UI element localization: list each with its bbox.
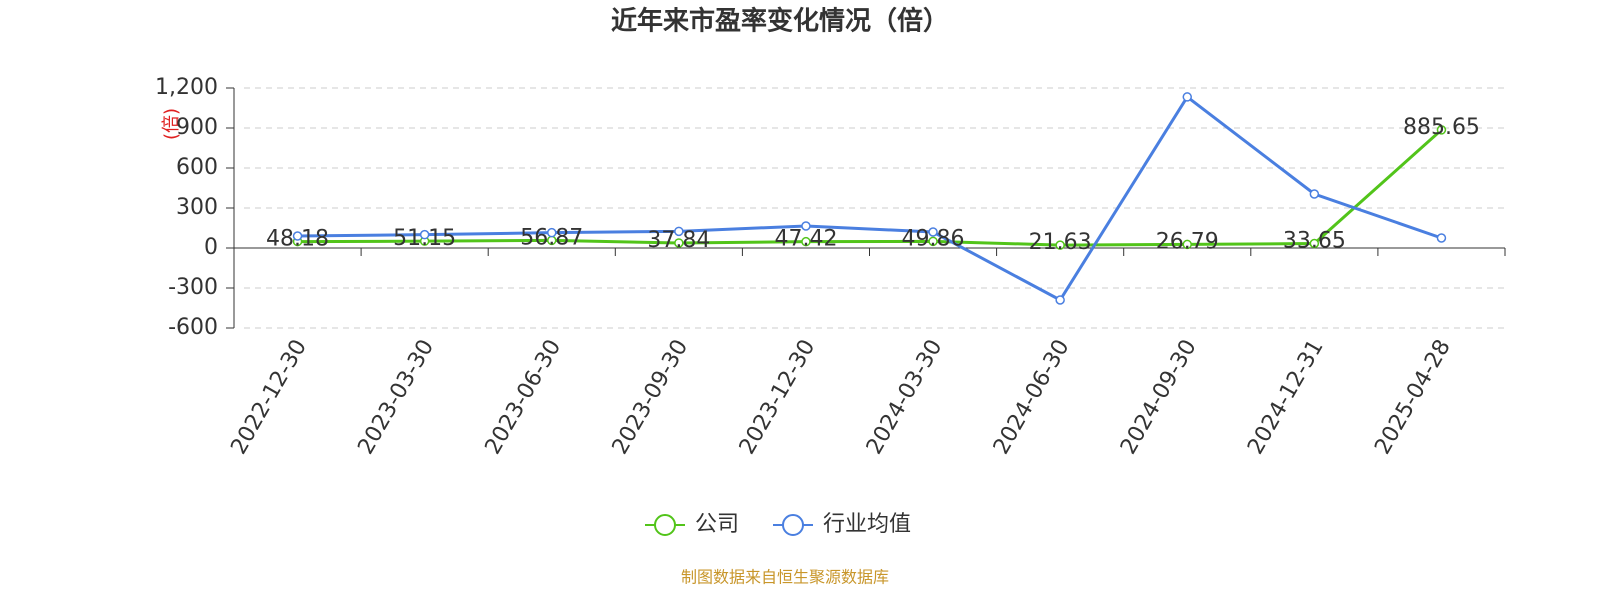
data-label: 33.65 xyxy=(1283,229,1346,254)
x-tick-label: 2024-09-30 xyxy=(1116,336,1202,459)
legend-label: 行业均值 xyxy=(823,512,911,537)
x-tick-label: 2024-06-30 xyxy=(989,336,1075,459)
data-label: 26.79 xyxy=(1156,229,1219,254)
chart-title: 近年来市盈率变化情况（倍） xyxy=(611,6,949,37)
data-point xyxy=(928,236,938,247)
y-tick-label: 0 xyxy=(204,235,218,260)
legend-label: 公司 xyxy=(695,512,739,537)
data-point xyxy=(1309,238,1320,249)
y-tick-label: 1,200 xyxy=(155,75,218,100)
data-point xyxy=(674,226,684,237)
data-label: 21.63 xyxy=(1029,230,1092,255)
source-note: 制图数据来自恒生聚源数据库 xyxy=(681,568,889,587)
data-label: 49.86 xyxy=(902,226,965,251)
data-point xyxy=(928,227,938,237)
data-label: 37.84 xyxy=(647,228,710,253)
data-point xyxy=(1309,189,1320,199)
x-tick-label: 2022-12-30 xyxy=(226,336,312,459)
y-axis-label: (倍) xyxy=(161,108,182,140)
data-point xyxy=(1182,239,1192,250)
y-tick-label: 900 xyxy=(176,115,218,140)
x-tick-label: 2023-09-30 xyxy=(608,336,694,459)
data-point xyxy=(801,221,811,231)
data-point xyxy=(1436,125,1447,135)
x-tick-label: 2024-12-31 xyxy=(1243,336,1329,459)
legend-marker xyxy=(654,514,676,536)
data-point xyxy=(292,231,303,241)
x-tick-label: 2024-03-30 xyxy=(862,336,948,459)
y-tick-label: -600 xyxy=(168,315,218,340)
data-point xyxy=(1055,295,1065,305)
data-label: 51.15 xyxy=(393,226,456,251)
series-line xyxy=(297,128,1443,247)
data-label: 56.87 xyxy=(520,225,583,250)
data-point xyxy=(1055,240,1065,250)
series-line xyxy=(297,94,1442,302)
data-point xyxy=(801,236,811,247)
y-tick-label: 600 xyxy=(176,155,218,180)
data-label: 47.42 xyxy=(774,227,837,252)
data-label: 48.18 xyxy=(266,227,329,252)
data-point xyxy=(419,229,430,240)
data-label: 885.65 xyxy=(1403,115,1480,140)
y-tick-label: 300 xyxy=(176,195,218,220)
data-point xyxy=(547,227,557,238)
data-point xyxy=(1436,233,1447,243)
x-tick-label: 2023-03-30 xyxy=(353,336,439,459)
x-tick-label: 2023-12-30 xyxy=(735,336,821,459)
data-point xyxy=(674,238,684,248)
x-tick-label: 2023-06-30 xyxy=(481,336,567,459)
x-tick-label: 2025-04-28 xyxy=(1370,336,1456,459)
legend-marker xyxy=(782,514,804,536)
data-point xyxy=(1182,92,1192,102)
y-tick-label: -300 xyxy=(168,275,218,300)
